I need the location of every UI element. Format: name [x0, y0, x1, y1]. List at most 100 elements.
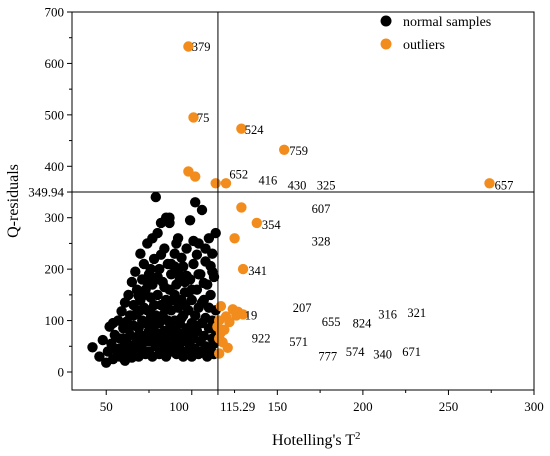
- normal-sample-point: [133, 290, 144, 302]
- normal-sample-point: [97, 334, 109, 346]
- normal-sample-point: [159, 302, 170, 313]
- normal-sample-point: [193, 269, 204, 280]
- normal-sample-point: [159, 281, 170, 293]
- y-tick-label: 500: [45, 107, 65, 122]
- normal-sample-point: [135, 305, 146, 316]
- t2-limit-label: 115.29: [220, 399, 255, 414]
- outlier-id-label: 207: [293, 301, 312, 315]
- normal-sample-point: [152, 338, 163, 349]
- outlier-id-label: 19: [245, 308, 257, 322]
- y-tick-label: 200: [45, 262, 65, 277]
- y-tick-label: 700: [45, 5, 65, 20]
- y-tick-label: 600: [45, 56, 65, 71]
- legend-normal-marker: [380, 15, 392, 27]
- outlier-point: [251, 217, 262, 229]
- normal-sample-point: [155, 315, 167, 326]
- normal-sample-point: [184, 215, 196, 226]
- normal-sample-point: [150, 191, 161, 203]
- normal-sample-point: [171, 238, 182, 249]
- normal-sample-point: [126, 276, 138, 288]
- normal-sample-point: [148, 275, 160, 286]
- normal-sample-point: [145, 263, 156, 275]
- outlier-point: [237, 263, 249, 275]
- x-tick-label: 250: [439, 399, 459, 414]
- point-annotations: 379 75 524 759 652 416 430 325 657 607 354 328 341 19…: [192, 40, 514, 364]
- normal-sample-point: [169, 289, 180, 301]
- x-tick-label: 300: [524, 399, 544, 414]
- normal-sample-point: [138, 346, 150, 357]
- normal-sample-point: [125, 320, 136, 331]
- outlier-point: [236, 123, 247, 134]
- x-tick-label: 100: [169, 399, 189, 414]
- outlier-point: [217, 337, 228, 348]
- outlier-id-label: 652: [229, 168, 248, 182]
- normal-sample-point: [154, 263, 165, 275]
- x-tick-label: 50: [100, 399, 113, 414]
- normal-sample-point: [196, 204, 208, 216]
- legend: normal samples outliers: [380, 15, 491, 53]
- normal-sample-point: [145, 307, 156, 319]
- y-tick-label: 400: [45, 159, 65, 174]
- legend-outlier-label: outliers: [403, 38, 445, 53]
- normal-sample-point: [183, 287, 194, 298]
- normal-sample-point: [198, 277, 209, 289]
- outlier-id-label: 416: [259, 174, 278, 188]
- normal-sample-point: [155, 249, 167, 260]
- normal-sample-point: [87, 342, 98, 353]
- normal-sample-point: [107, 317, 119, 329]
- normal-sample-point: [118, 333, 129, 344]
- normal-sample-point: [94, 351, 105, 362]
- outlier-id-label: 379: [192, 40, 211, 54]
- axis-ticks: 50 100 150 200 250 300 0 100 200 300 400 500 600 700: [45, 5, 544, 415]
- normal-sample-point: [176, 252, 187, 263]
- outliers-series: [183, 41, 495, 359]
- reference-lines: 115.29 349.94: [28, 12, 534, 414]
- q-limit-label: 349.94: [28, 185, 64, 200]
- outlier-id-label: 824: [353, 317, 373, 331]
- normal-sample-point: [131, 335, 143, 347]
- normal-sample-point: [186, 325, 197, 337]
- normal-sample-point: [113, 343, 124, 355]
- x-axis-title-main: Hotelling's T: [272, 432, 355, 449]
- x-axis-title-superscript: 2: [355, 430, 361, 442]
- outlier-point: [190, 171, 201, 182]
- outlier-point: [214, 348, 225, 359]
- normal-sample-point: [172, 328, 184, 339]
- outlier-id-label: 655: [322, 315, 341, 329]
- normal-sample-point: [205, 260, 216, 272]
- normal-sample-point: [152, 227, 163, 239]
- outlier-point: [220, 178, 232, 189]
- normal-sample-point: [140, 275, 151, 286]
- outlier-id-label: 671: [402, 345, 421, 359]
- normal-sample-point: [121, 346, 132, 357]
- x-tick-label: 150: [268, 399, 288, 414]
- outlier-id-label: 571: [289, 335, 308, 349]
- outlier-point: [236, 202, 247, 213]
- y-axis-title: Q-residuals: [5, 164, 22, 238]
- outlier-id-label: 325: [317, 178, 336, 192]
- outlier-point: [188, 112, 199, 123]
- normal-sample-point: [190, 197, 201, 208]
- normal-sample-point: [200, 243, 211, 254]
- normal-sample-point: [176, 312, 187, 324]
- outlier-id-label: 759: [289, 144, 308, 158]
- normal-sample-point: [142, 317, 153, 329]
- outlier-point: [219, 324, 230, 335]
- outlier-id-label: 777: [318, 350, 337, 364]
- legend-normal-label: normal samples: [403, 15, 491, 30]
- plot-frame: [71, 11, 535, 391]
- legend-outlier-marker: [380, 38, 392, 50]
- normal-sample-point: [196, 297, 208, 308]
- outlier-id-label: 524: [245, 123, 264, 137]
- normal-sample-point: [166, 317, 177, 329]
- x-tick-label: 200: [353, 399, 373, 414]
- outlier-id-label: 574: [346, 345, 366, 359]
- normal-sample-point: [164, 217, 175, 229]
- normal-sample-point: [198, 330, 209, 342]
- normal-sample-point: [130, 266, 141, 277]
- normal-sample-point: [179, 299, 191, 311]
- x-axis-title: Hotelling's T2: [272, 430, 361, 449]
- normal-sample-point: [191, 249, 203, 260]
- outlier-point: [484, 178, 495, 189]
